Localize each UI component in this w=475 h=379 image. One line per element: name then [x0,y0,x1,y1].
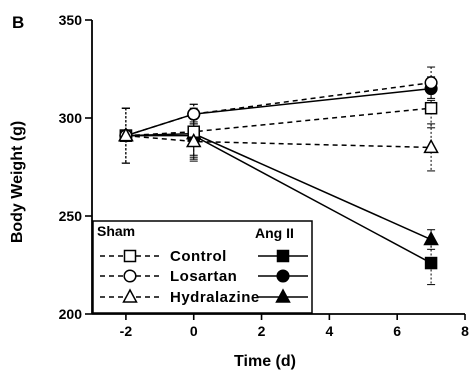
series-line-sham-losartan [125,81,432,137]
series-layer [118,66,439,286]
y-tick-label: 200 [59,306,83,322]
axes: 200 250 300 350 -2 0 2 4 6 8 [59,12,469,339]
legend-title-ang: Ang II [255,225,294,241]
legend-label-losartan: Losartan [170,268,237,285]
series-line-sham-control [125,107,432,137]
series-line-ang-losartan [125,87,432,137]
x-tick-label: -2 [120,323,133,339]
data-point-ang-control [424,256,438,270]
legend-marker-ang-losartan [276,269,290,283]
y-tick-label: 300 [59,110,83,126]
series-line-sham-hydralazine [125,134,432,149]
x-axis-title: Time (d) [234,353,296,370]
legend-marker-ang-control [276,249,290,263]
legend-marker-sham-hydralazine [122,288,138,303]
x-tick-label: 4 [325,323,333,339]
data-point-sham-hydralazine [185,132,202,148]
data-point-sham-losartan [424,76,438,90]
legend: Sham Ang II Control Losartan Hydralazine [92,220,313,314]
legend-marker-ang-hydralazine [275,288,291,303]
legend-label-control: Control [170,248,227,265]
y-tick-label: 250 [59,208,83,224]
data-point-sham-hydralazine [423,138,439,154]
y-axis-title: Body Weight (g) [9,121,26,243]
legend-title-sham: Sham [97,223,135,239]
x-tick-label: 0 [190,323,198,339]
x-tick-label: 6 [393,323,401,339]
data-point-sham-control [424,101,438,115]
legend-marker-sham-control [123,249,137,263]
data-point-sham-hydralazine [118,127,134,142]
y-tick-label: 350 [59,12,83,28]
panel-label: B [12,13,24,32]
x-tick-label: 2 [258,323,266,339]
legend-label-hydralazine: Hydralazine [170,289,260,306]
legend-marker-sham-losartan [123,269,137,283]
x-tick-label: 8 [461,323,469,339]
data-point-ang-hydralazine [423,230,439,246]
legend-symbols [100,249,308,303]
data-point-sham-losartan [187,107,201,121]
